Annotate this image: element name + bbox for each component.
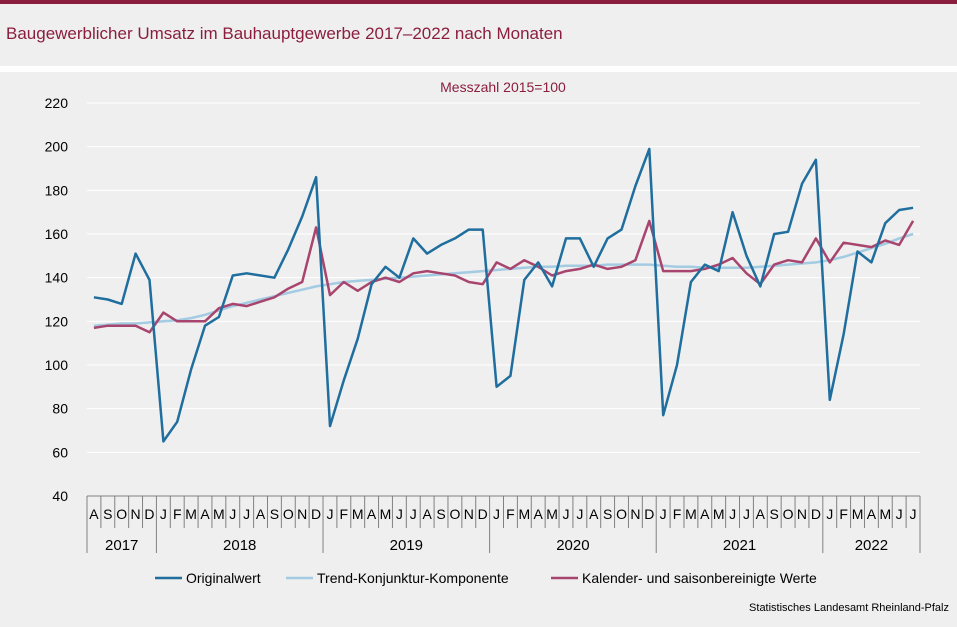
x-tick-label: J [896, 506, 903, 522]
chart-title: Baugewerblicher Umsatz im Bauhauptgewerb… [6, 24, 563, 43]
x-tick-label: O [783, 506, 794, 522]
year-label: 2018 [223, 537, 256, 554]
x-tick-label: S [770, 506, 779, 522]
x-tick-label: M [352, 506, 364, 522]
x-tick-label: J [562, 506, 569, 522]
chart-subtitle: Messzahl 2015=100 [440, 79, 566, 95]
x-tick-label: J [243, 506, 250, 522]
x-tick-label: J [326, 506, 333, 522]
y-tick-label: 80 [52, 401, 68, 417]
x-tick-label: S [103, 506, 112, 522]
y-tick-label: 100 [45, 357, 69, 373]
x-tick-label: J [410, 506, 417, 522]
x-tick-label: M [685, 506, 697, 522]
x-tick-label: J [576, 506, 583, 522]
x-tick-label: M [185, 506, 197, 522]
x-tick-label: J [160, 506, 167, 522]
year-label: 2019 [390, 537, 423, 554]
x-tick-label: D [144, 506, 154, 522]
y-tick-label: 140 [45, 270, 69, 286]
x-tick-label: F [839, 506, 848, 522]
series-line-trend [93, 232, 914, 327]
chart-area-background [0, 72, 957, 627]
x-tick-label: D [811, 506, 821, 522]
y-tick-label: 220 [45, 95, 69, 111]
x-tick-label: A [534, 506, 544, 522]
x-tick-label: F [506, 506, 515, 522]
series-line-bereinigt [93, 219, 915, 334]
x-tick-label: M [713, 506, 725, 522]
legend-item-bereinigt-label: Kalender- und saisonbereinigte Werte [582, 570, 817, 586]
x-tick-label: J [910, 506, 917, 522]
x-tick-label: M [546, 506, 558, 522]
x-tick-label: M [518, 506, 530, 522]
x-tick-label: F [340, 506, 349, 522]
x-tick-label: F [173, 506, 182, 522]
x-tick-label: O [616, 506, 627, 522]
x-tick-label: O [283, 506, 294, 522]
source-note: Statistisches Landesamt Rheinland-Pfalz [749, 602, 949, 614]
x-tick-label: S [436, 506, 445, 522]
top-accent-bar [0, 0, 957, 4]
year-label: 2020 [556, 537, 589, 554]
x-tick-label: D [644, 506, 654, 522]
legend-item-trend-label: Trend-Konjunktur-Komponente [317, 570, 509, 586]
y-tick-label: 40 [52, 488, 68, 504]
x-tick-label: S [270, 506, 279, 522]
x-tick-label: O [116, 506, 127, 522]
legend-item-originalwert-label: Originalwert [186, 570, 261, 586]
x-tick-label: A [200, 506, 210, 522]
x-tick-label: A [89, 506, 99, 522]
x-tick-label: D [478, 506, 488, 522]
y-tick-label: 200 [45, 139, 69, 155]
x-tick-label: D [311, 506, 321, 522]
x-tick-label: M [213, 506, 225, 522]
x-tick-label: A [589, 506, 599, 522]
series-line-originalwert [93, 147, 914, 443]
x-tick-label: A [700, 506, 710, 522]
x-tick-label: A [756, 506, 766, 522]
x-tick-label: S [603, 506, 612, 522]
x-tick-label: J [229, 506, 236, 522]
x-tick-label: J [660, 506, 667, 522]
x-tick-label: J [729, 506, 736, 522]
x-tick-label: M [380, 506, 392, 522]
x-tick-label: F [673, 506, 682, 522]
year-label: 2022 [855, 537, 888, 554]
x-tick-label: J [826, 506, 833, 522]
y-tick-label: 120 [45, 313, 69, 329]
x-tick-label: N [630, 506, 640, 522]
x-tick-label: J [493, 506, 500, 522]
x-tick-label: A [256, 506, 266, 522]
x-tick-label: M [879, 506, 891, 522]
x-tick-label: A [367, 506, 377, 522]
y-tick-label: 60 [52, 444, 68, 460]
x-tick-label: A [422, 506, 432, 522]
x-tick-label: N [297, 506, 307, 522]
x-tick-label: J [743, 506, 750, 522]
y-tick-label: 160 [45, 226, 69, 242]
x-tick-label: A [867, 506, 877, 522]
x-tick-label: N [131, 506, 141, 522]
x-tick-label: N [464, 506, 474, 522]
x-tick-label: N [797, 506, 807, 522]
x-tick-label: O [449, 506, 460, 522]
x-tick-label: M [852, 506, 864, 522]
y-tick-label: 180 [45, 182, 69, 198]
header: Baugewerblicher Umsatz im Bauhauptgewerb… [0, 4, 957, 66]
year-label: 2017 [105, 537, 138, 554]
year-label: 2021 [723, 537, 756, 554]
x-tick-label: J [396, 506, 403, 522]
